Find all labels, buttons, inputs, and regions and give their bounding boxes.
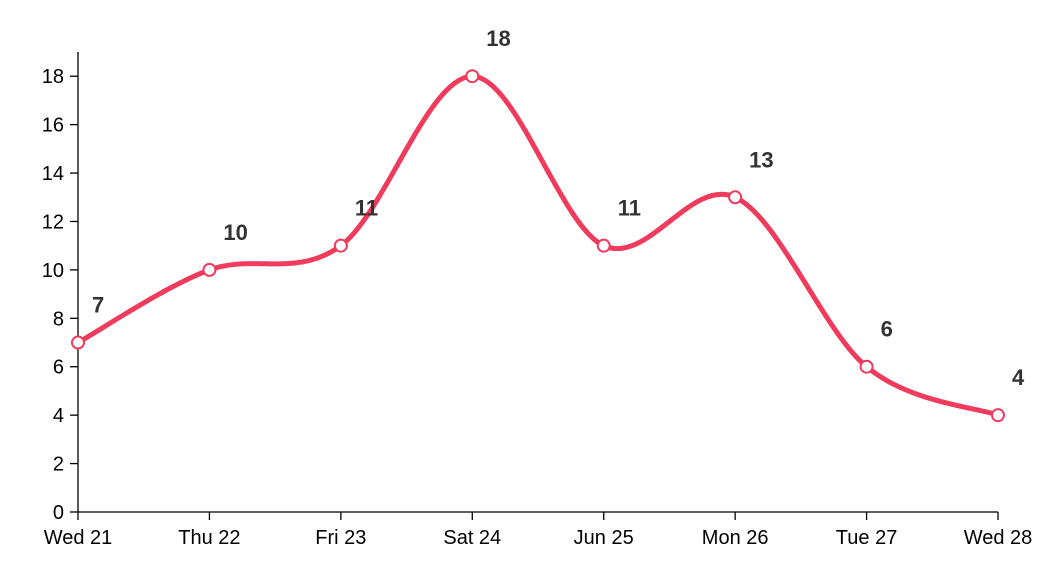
x-tick-label: Fri 23 bbox=[315, 527, 366, 549]
series-line bbox=[75, 73, 1001, 418]
y-tick-label: 4 bbox=[53, 405, 64, 427]
data-points-group bbox=[71, 69, 1005, 423]
data-point[interactable] bbox=[465, 69, 480, 84]
x-tick-label: Tue 27 bbox=[836, 527, 898, 549]
y-tick-label: 2 bbox=[53, 454, 64, 476]
data-label: 6 bbox=[881, 317, 893, 342]
data-point[interactable] bbox=[333, 238, 348, 253]
y-tick-label: 0 bbox=[53, 502, 64, 524]
x-tick-label: Jun 25 bbox=[574, 527, 634, 549]
data-label: 11 bbox=[355, 196, 378, 221]
y-axis: 0 2 4 6 8 10 12 14 16 18 bbox=[42, 52, 79, 524]
x-tick-label: Wed 28 bbox=[964, 527, 1033, 549]
data-point[interactable] bbox=[202, 262, 217, 277]
y-tick-label: 14 bbox=[42, 163, 64, 185]
data-point[interactable] bbox=[728, 190, 743, 205]
data-label: 7 bbox=[92, 293, 104, 318]
y-tick-label: 16 bbox=[42, 115, 64, 137]
y-tick-label: 6 bbox=[53, 357, 64, 379]
y-tick-label: 12 bbox=[42, 211, 64, 233]
data-label: 13 bbox=[749, 147, 773, 172]
data-label: 4 bbox=[1012, 365, 1025, 390]
data-point[interactable] bbox=[991, 408, 1005, 423]
x-axis: Wed 21 Thu 22 Fri 23 Sat 24 Jun 25 Mon 26 Tue … bbox=[44, 511, 1033, 549]
data-labels-group: 7 10 11 18 11 13 6 4 bbox=[92, 26, 1025, 390]
y-tick-label: 10 bbox=[42, 260, 64, 282]
x-tick-label: Thu 22 bbox=[178, 527, 240, 549]
data-point[interactable] bbox=[859, 359, 874, 374]
x-tick-label: Wed 21 bbox=[44, 527, 113, 549]
y-tick-label: 8 bbox=[53, 308, 64, 330]
x-tick-label: Mon 26 bbox=[702, 527, 769, 549]
data-point[interactable] bbox=[71, 335, 85, 350]
y-tick-label: 18 bbox=[42, 66, 64, 88]
data-point[interactable] bbox=[596, 238, 611, 253]
data-label: 18 bbox=[486, 26, 510, 51]
data-label: 10 bbox=[223, 220, 247, 245]
data-label: 11 bbox=[618, 196, 641, 221]
x-tick-label: Sat 24 bbox=[443, 527, 501, 549]
series-group bbox=[75, 73, 1001, 418]
